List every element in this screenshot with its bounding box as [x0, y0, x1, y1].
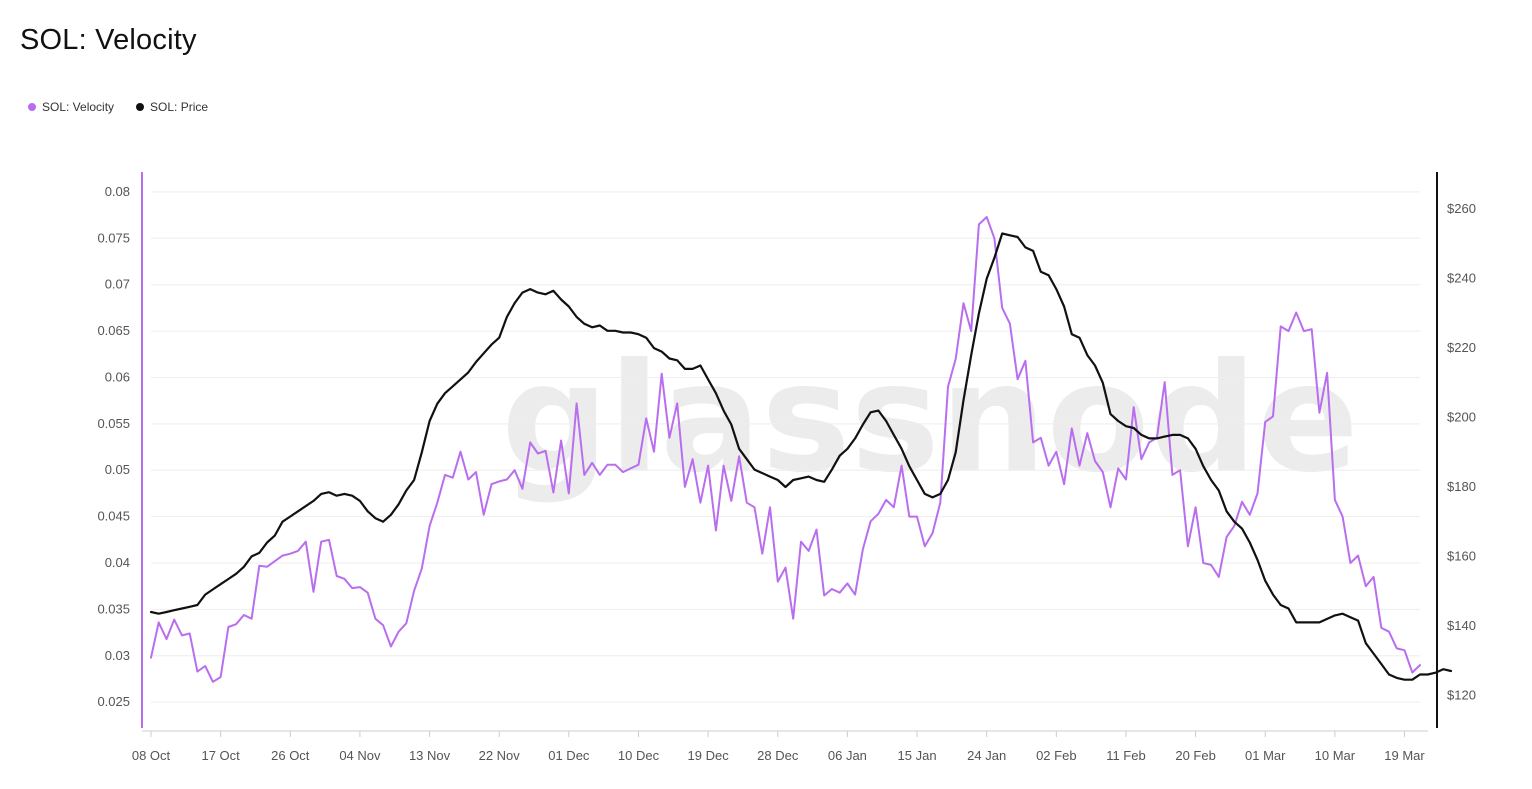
- y-left-tick-label: 0.05: [105, 462, 130, 477]
- y-right-tick-label: $200: [1447, 410, 1476, 425]
- y-left-tick-label: 0.04: [105, 555, 130, 570]
- x-tick-label: 15 Jan: [898, 748, 937, 763]
- y-right-tick-label: $160: [1447, 548, 1476, 563]
- x-tick-label: 19 Dec: [688, 748, 730, 763]
- y-right-tick-label: $140: [1447, 618, 1476, 633]
- y-right-tick-label: $260: [1447, 201, 1476, 216]
- x-tick-label: 04 Nov: [339, 748, 381, 763]
- series-group: [149, 216, 1453, 683]
- y-left-tick-label: 0.045: [97, 509, 130, 524]
- x-tick-label: 28 Dec: [757, 748, 799, 763]
- velocity-series-line[interactable]: [150, 216, 1421, 683]
- chart-title: SOL: Velocity: [20, 24, 197, 56]
- y-left-tick-label: 0.08: [105, 184, 130, 199]
- x-tick-label: 13 Nov: [409, 748, 451, 763]
- grid-lines: [151, 191, 1420, 703]
- y-right-tick-label: $120: [1447, 687, 1476, 702]
- x-tick-label: 06 Jan: [828, 748, 867, 763]
- y-right-tick-label: $220: [1447, 340, 1476, 355]
- legend-item-velocity[interactable]: SOL: Velocity: [28, 100, 114, 114]
- legend-label-velocity: SOL: Velocity: [42, 100, 115, 114]
- x-tick-label: 11 Feb: [1106, 748, 1146, 763]
- watermark: glassnode: [501, 332, 1359, 506]
- price-series-line[interactable]: [149, 232, 1453, 681]
- y-left-tick-label: 0.035: [97, 601, 130, 616]
- legend-label-price: SOL: Price: [150, 100, 209, 114]
- x-tick-label: 19 Mar: [1384, 748, 1425, 763]
- x-tick-label: 01 Mar: [1245, 748, 1286, 763]
- y-left-tick-label: 0.055: [97, 416, 130, 431]
- y-left-tick-label: 0.07: [105, 277, 130, 292]
- x-tick-label: 20 Feb: [1175, 748, 1215, 763]
- y-left-tick-label: 0.03: [105, 648, 130, 663]
- right-axis: $120 $140 $160 $180 $200 $220 $240 $260: [1436, 172, 1476, 728]
- y-right-tick-label: $180: [1447, 479, 1476, 494]
- y-right-tick-label: $240: [1447, 271, 1476, 286]
- legend-item-price[interactable]: SOL: Price: [136, 100, 208, 114]
- y-left-tick-label: 0.06: [105, 369, 130, 384]
- y-left-tick-label: 0.075: [97, 230, 130, 245]
- x-tick-label: 10 Mar: [1315, 748, 1356, 763]
- y-left-tick-label: 0.025: [97, 694, 130, 709]
- x-tick-label: 10 Dec: [618, 748, 660, 763]
- x-tick-label: 01 Dec: [548, 748, 590, 763]
- legend: SOL: Velocity SOL: Price: [28, 100, 208, 114]
- left-axis: 0.025 0.03 0.035 0.04 0.045 0.05 0.055 0.06 0.06…: [97, 172, 143, 728]
- y-left-tick-label: 0.065: [97, 323, 130, 338]
- legend-dot-velocity: [28, 103, 36, 111]
- x-tick-label: 26 Oct: [271, 748, 310, 763]
- x-axis: 08 Oct 17 Oct 26 Oct 04 Nov 13 Nov 22 Nov 01 D…: [132, 730, 1428, 763]
- x-tick-label: 22 Nov: [479, 748, 521, 763]
- x-tick-label: 02 Feb: [1036, 748, 1076, 763]
- x-tick-label: 08 Oct: [132, 748, 171, 763]
- x-tick-label: 24 Jan: [967, 748, 1006, 763]
- x-tick-label: 17 Oct: [201, 748, 240, 763]
- legend-dot-price: [136, 103, 145, 111]
